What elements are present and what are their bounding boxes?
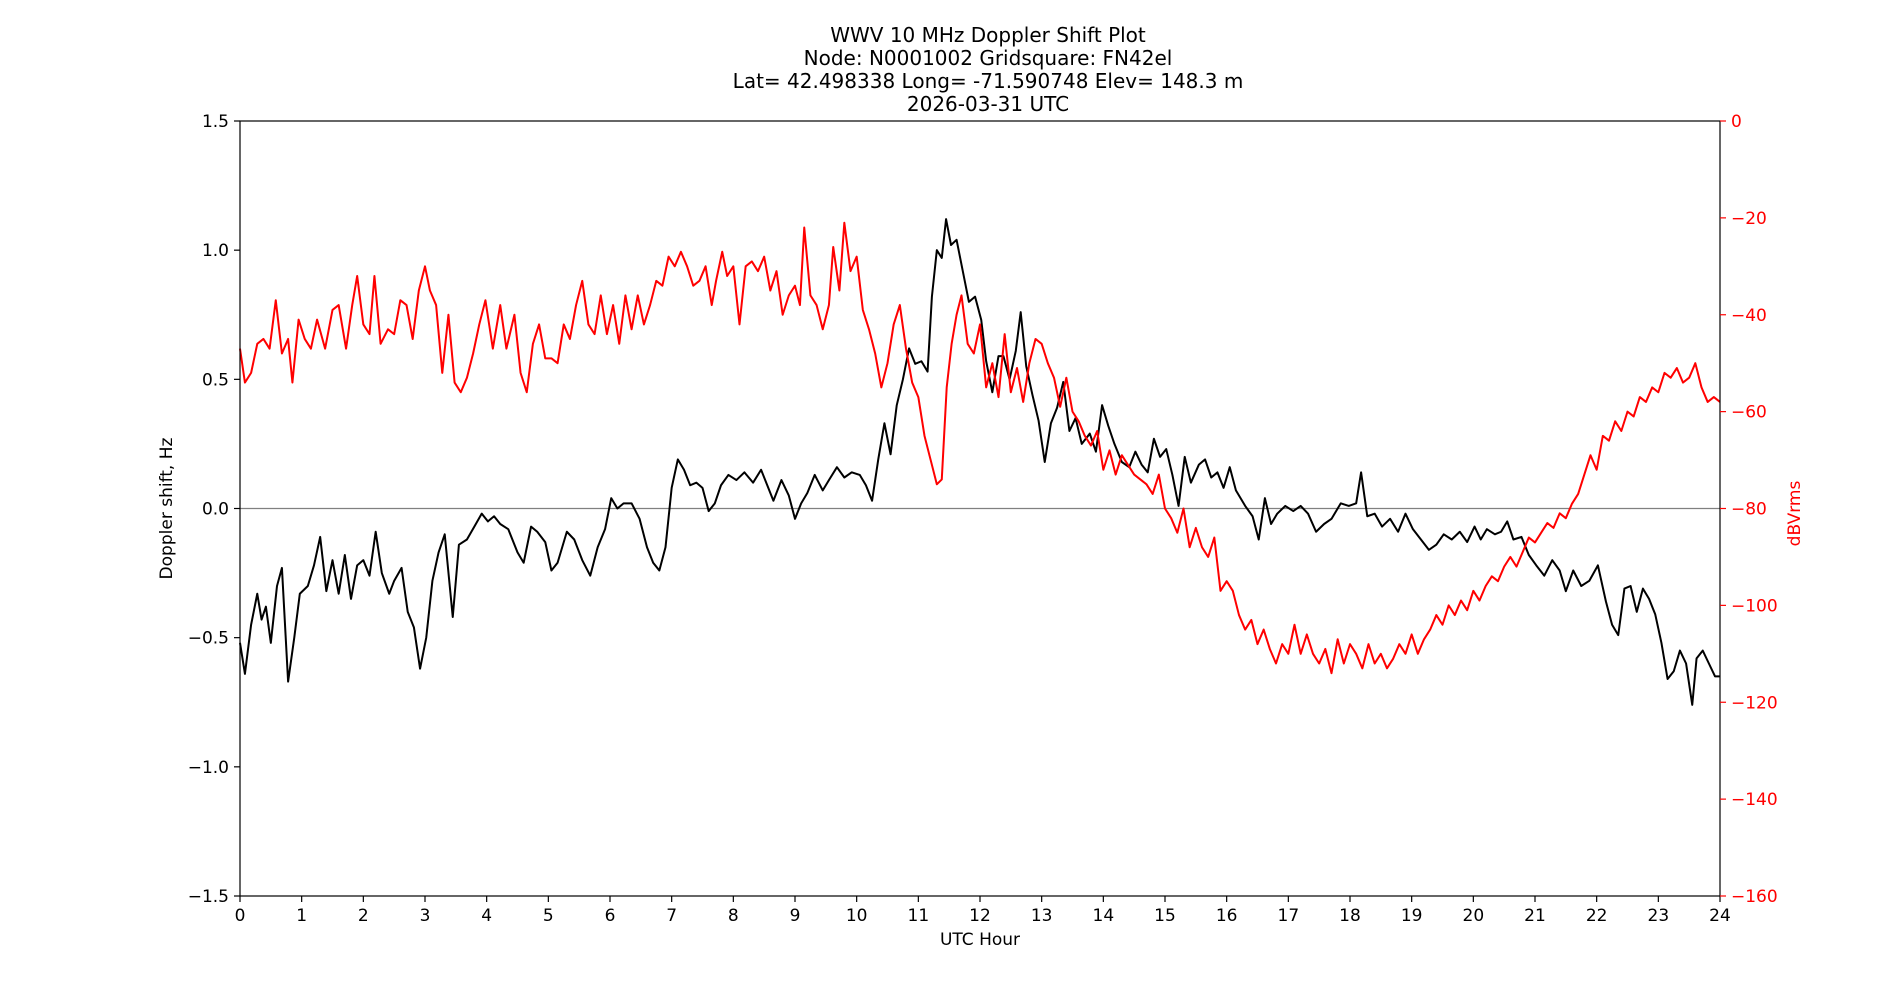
right-y-tick-label: −60 [1731, 403, 1767, 423]
left-y-tick-label: 0.5 [202, 370, 229, 390]
x-tick-label: 8 [728, 906, 739, 926]
right-y-tick-label: −140 [1731, 790, 1778, 810]
left-y-tick-label: 0.0 [202, 500, 229, 520]
title-line-2: Node: N0001002 Gridsquare: FN42el [804, 46, 1173, 70]
left-y-tick-label: 1.5 [202, 112, 229, 132]
x-tick-label: 5 [543, 906, 554, 926]
x-tick-label: 13 [1031, 906, 1053, 926]
x-tick-label: 9 [790, 906, 801, 926]
x-tick-label: 6 [605, 906, 616, 926]
right-y-tick-label: −80 [1731, 500, 1767, 520]
left-y-tick-label: −0.5 [188, 629, 229, 649]
left-y-tick-label: −1.0 [188, 758, 229, 778]
chart-title: WWV 10 MHz Doppler Shift Plot Node: N000… [733, 23, 1244, 116]
right-y-tick-label: −20 [1731, 209, 1767, 229]
doppler-series-line [239, 218, 1720, 706]
left-y-tick-label: −1.5 [188, 887, 229, 907]
x-tick-label: 22 [1586, 906, 1608, 926]
x-tick-label: 2 [358, 906, 369, 926]
x-tick-label: 21 [1524, 906, 1546, 926]
x-axis-ticks: 0 1 2 3 4 5 6 7 8 9 10 11 12 13 14 15 16 17 18 19 20 21 22 23 24 [235, 896, 1731, 926]
x-tick-label: 20 [1463, 906, 1485, 926]
right-y-axis-ticks: −160 −140 −120 −100 −80 −60 −40 −20 0 [1720, 112, 1778, 907]
right-y-tick-label: −100 [1731, 596, 1778, 616]
left-y-axis-label: Doppler shift, Hz [157, 437, 177, 579]
x-tick-label: 15 [1154, 906, 1176, 926]
series-layer [239, 218, 1721, 706]
x-tick-label: 11 [908, 906, 930, 926]
x-tick-label: 14 [1093, 906, 1115, 926]
x-axis-label: UTC Hour [940, 930, 1020, 950]
right-y-tick-label: −40 [1731, 306, 1767, 326]
x-tick-label: 7 [666, 906, 677, 926]
x-tick-label: 17 [1278, 906, 1300, 926]
x-tick-label: 3 [420, 906, 431, 926]
x-tick-label: 4 [481, 906, 492, 926]
right-y-tick-label: −160 [1731, 887, 1778, 907]
x-tick-label: 0 [235, 906, 246, 926]
x-tick-label: 1 [296, 906, 307, 926]
title-line-1: WWV 10 MHz Doppler Shift Plot [830, 23, 1146, 47]
power-series-line [239, 221, 1721, 675]
x-tick-label: 12 [969, 906, 991, 926]
x-tick-label: 10 [846, 906, 868, 926]
title-line-4: 2026-03-31 UTC [907, 92, 1069, 116]
title-line-3: Lat= 42.498338 Long= -71.590748 Elev= 14… [733, 69, 1244, 93]
right-y-axis-label: dBVrms [1785, 481, 1805, 547]
left-y-axis-ticks: −1.5 −1.0 −0.5 0.0 0.5 1.0 1.5 [188, 112, 240, 907]
x-tick-label: 16 [1216, 906, 1238, 926]
right-y-tick-label: 0 [1731, 112, 1742, 132]
right-y-tick-label: −120 [1731, 693, 1778, 713]
x-tick-label: 19 [1401, 906, 1423, 926]
x-tick-label: 23 [1648, 906, 1670, 926]
x-tick-label: 18 [1339, 906, 1361, 926]
x-tick-label: 24 [1709, 906, 1731, 926]
left-y-tick-label: 1.0 [202, 241, 229, 261]
